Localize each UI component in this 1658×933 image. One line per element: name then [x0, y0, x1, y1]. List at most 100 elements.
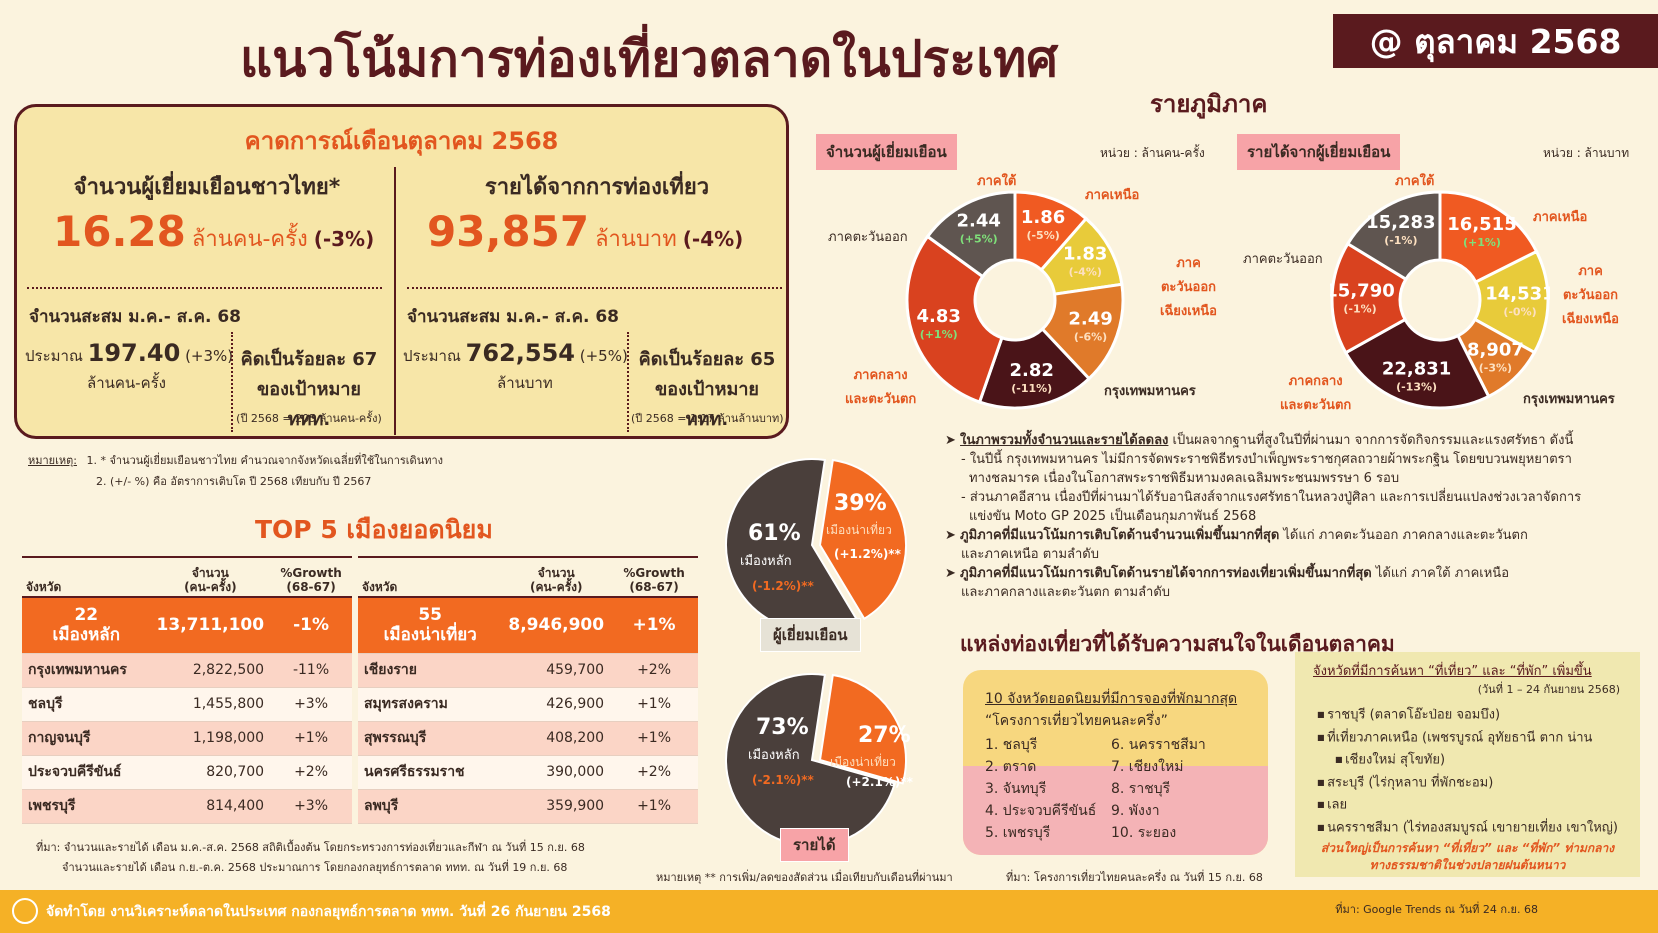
divider [407, 287, 782, 289]
slice-value-label: 8,907 [1467, 340, 1524, 361]
label-bkk: กรุงเทพมหานคร [1104, 384, 1196, 399]
revenue-label: รายได้จากการท่องเที่ยว [484, 175, 710, 200]
slice-change-label: (-4%) [1069, 266, 1102, 279]
donut-slice [1438, 190, 1539, 285]
label-northeast: ภาค ตะวันออก เฉียงเหนือ [1562, 264, 1619, 327]
regional-visitors-donut: 1.86(-5%) 1.83(-4%) 2.49(-6%) 2.82(-11%) 4.8… [905, 190, 1125, 410]
booking-box-band [963, 766, 1268, 855]
label-east: ภาคตะวันออก [828, 230, 908, 245]
footer: จัดทำโดย งานวิเคราะห์ตลาดในประเทศ กองกลย… [0, 890, 1658, 933]
visitors-main-change: (-1.2%)** [752, 579, 814, 593]
search-heading: จังหวัดที่มีการค้นหา “ที่เที่ยว” และ “ที… [1313, 664, 1592, 679]
table-row: ชลบุรี 1,455,800 +3% [22, 687, 352, 722]
list-item: นครราชสีมา (ไร่ทองสมบูรณ์ เขายายเที่ยง เ… [1317, 817, 1618, 840]
visitors-second-pct: 39% [834, 491, 887, 516]
donut-slice [1330, 241, 1408, 355]
revenue-main-label: เมืองหลัก [748, 748, 800, 763]
list-item: เชียงใหม่ สุโขทัย) [1317, 749, 1618, 772]
revenue-value: 93,857 ล้านบาท (-4%) [427, 207, 744, 256]
list-item: 6. นครราชสีมา [1111, 737, 1206, 753]
revenue-unit: หน่วย : ล้านบาท [1543, 146, 1630, 160]
revenue-target-pct: คิดเป็นร้อยละ 65 ของเป้าหมาย ททท. [638, 349, 776, 430]
list-item: ราชบุรี (ตลาดโอ๊ะป่อย จอมบึง) [1317, 704, 1618, 727]
visitors-value: 16.28 ล้านคน-ครั้ง (-3%) [53, 207, 375, 256]
table-row: สมุทรสงคราม 426,900 +1% [358, 687, 698, 722]
slice-change-label: (+1%) [1463, 236, 1501, 249]
slice-value-label: 2.82 [1010, 360, 1054, 381]
slice-change-label: (-1%) [1343, 302, 1376, 315]
list-item: 1. ชลบุรี [985, 737, 1038, 753]
donut-slice [1472, 249, 1550, 355]
visitors-share-tag: ผู้เยี่ยมเยือน [760, 618, 861, 652]
revenue-tag: รายได้จากผู้เยี่ยมเยือน [1237, 134, 1401, 170]
summary-bullets: ➤ ในภาพรวมทั้งจำนวนและรายได้ลดลง เป็นผลจ… [945, 432, 1635, 603]
label-northeast: ภาค ตะวันออก เฉียงเหนือ [1160, 256, 1217, 319]
label-north: ภาคเหนือ [1085, 188, 1140, 203]
slice-value-label: 14,531 [1485, 284, 1550, 305]
label-south: ภาคใต้ [1395, 174, 1435, 189]
slice-value-label: 15,283 [1366, 212, 1435, 233]
visitors-second-change: (+1.2%)** [834, 547, 901, 561]
visitors-main-pct: 61% [748, 521, 801, 546]
slice-value-label: 2.49 [1068, 308, 1112, 329]
revenue-main-change: (-2.1%)** [752, 773, 814, 787]
top5-table-main: จังหวัด จำนวน (คน-ครั้ง) %Growth (68-67) 2… [22, 556, 352, 824]
list-item: 10. ระยอง [1111, 825, 1177, 841]
table-row: 55 เมืองน่าเที่ยว 8,946,900 +1% [358, 597, 698, 654]
label-south: ภาคใต้ [977, 174, 1017, 189]
booking-list-left: 1. ชลบุรี 2. ตราด 3. จันทบุรี 4. ประจวบค… [985, 734, 1096, 844]
search-footnote: ส่วนใหญ่เป็นการค้นหา “ที่เที่ยว” และ “ที… [1320, 841, 1615, 872]
table-row: นครศรีธรรมราช 390,000 +2% [358, 755, 698, 790]
list-item: สระบุรี (ไร่กุหลาบ ที่พักชะอม) [1317, 772, 1618, 795]
list-item: 9. พังงา [1111, 803, 1160, 819]
regional-title: รายภูมิภาค [1150, 90, 1268, 118]
table-row: เพชรบุรี 814,400 +3% [22, 789, 352, 824]
list-item: 5. เพชรบุรี [985, 825, 1051, 841]
table-row: กาญจนบุรี 1,198,000 +1% [22, 721, 352, 756]
pie-slice [818, 673, 907, 785]
slice-change-label: (-5%) [1026, 229, 1059, 242]
booking-source: ที่มา: โครงการเที่ยวไทยคนละครึ่ง ณ วันที… [1006, 871, 1263, 884]
booking-heading: 10 จังหวัดยอดนิยมที่มีการจองที่พักมากสุด… [985, 691, 1238, 729]
slice-change-label: (-11%) [1011, 382, 1052, 395]
label-north: ภาคเหนือ [1533, 210, 1588, 225]
trends-source: ที่มา: Google Trends ณ วันที่ 24 ก.ย. 68 [1335, 903, 1538, 916]
divider [231, 332, 233, 432]
visitors-second-label: เมืองน่าเที่ยว [826, 523, 892, 537]
slice-change-label: (-3%) [1479, 362, 1512, 375]
label-east: ภาคตะวันออก [1243, 252, 1323, 267]
revenue-target: (ปี 2568 = 1.17 ล้านล้านบาท) [631, 412, 784, 425]
share-note: หมายเหตุ ** การเพิ่ม/ลดของสัดส่วน เมื่อเ… [656, 871, 953, 884]
forecast-panel: คาดการณ์เดือนตุลาคม 2568 จำนวนผู้เยี่ยมเ… [14, 104, 789, 439]
table-row: ลพบุรี 359,900 +1% [358, 789, 698, 824]
slice-value-label: 1.86 [1021, 207, 1065, 228]
donut-slice [977, 327, 1092, 410]
slice-value-label: 4.83 [916, 306, 960, 327]
label-bkk: กรุงเทพมหานคร [1523, 392, 1615, 407]
label-central: ภาคกลาง และตะวันตก [1280, 374, 1352, 413]
visitors-tag: จำนวนผู้เยี่ยมเยือน [816, 134, 957, 170]
regional-revenue-donut: 16,515(+1%)14,531(-0%)8,907(-3%)22,831(-… [1330, 190, 1550, 410]
bullet: ➤ ในภาพรวมทั้งจำนวนและรายได้ลดลง เป็นผลจ… [945, 433, 1574, 448]
donut-slice [905, 234, 1004, 404]
list-item: 7. เชียงใหม่ [1111, 759, 1184, 775]
page-title: แนวโน้มการท่องเที่ยวตลาดในประเทศ [240, 30, 1058, 88]
pie-slice [818, 458, 907, 621]
revenue-main-pct: 73% [756, 715, 809, 740]
revenue-second-change: (+2.1%)** [846, 775, 913, 789]
search-list: ราชบุรี (ตลาดโอ๊ะป่อย จอมบึง) ที่เที่ยวภ… [1317, 704, 1618, 839]
booking-list-right: 6. นครราชสีมา 7. เชียงใหม่ 8. ราชบุรี 9.… [1111, 734, 1206, 844]
slice-value-label: 22,831 [1382, 358, 1451, 379]
slice-change-label: (-0%) [1503, 306, 1536, 319]
bullet: ➤ ภูมิภาคที่มีแนวโน้มการเติบโตด้านจำนวนเ… [945, 528, 1528, 543]
visitors-unit: หน่วย : ล้านคน-ครั้ง [1100, 146, 1205, 160]
revenue-cum-value: ประมาณ 762,554 (+5%) [403, 339, 628, 367]
revenue-cum-label: จำนวนสะสม ม.ค.- ส.ค. 68 [407, 307, 620, 327]
forecast-title: คาดการณ์เดือนตุลาคม 2568 [244, 127, 559, 155]
revenue-share-tag: รายได้ [780, 828, 849, 862]
slice-value-label: 2.44 [956, 211, 1000, 232]
list-item: เลย [1317, 794, 1618, 817]
table-row: กรุงเทพมหานคร 2,822,500 -11% [22, 653, 352, 688]
date-badge: @ ตุลาคม 2568 [1333, 14, 1658, 68]
slice-change-label: (-6%) [1074, 330, 1107, 343]
